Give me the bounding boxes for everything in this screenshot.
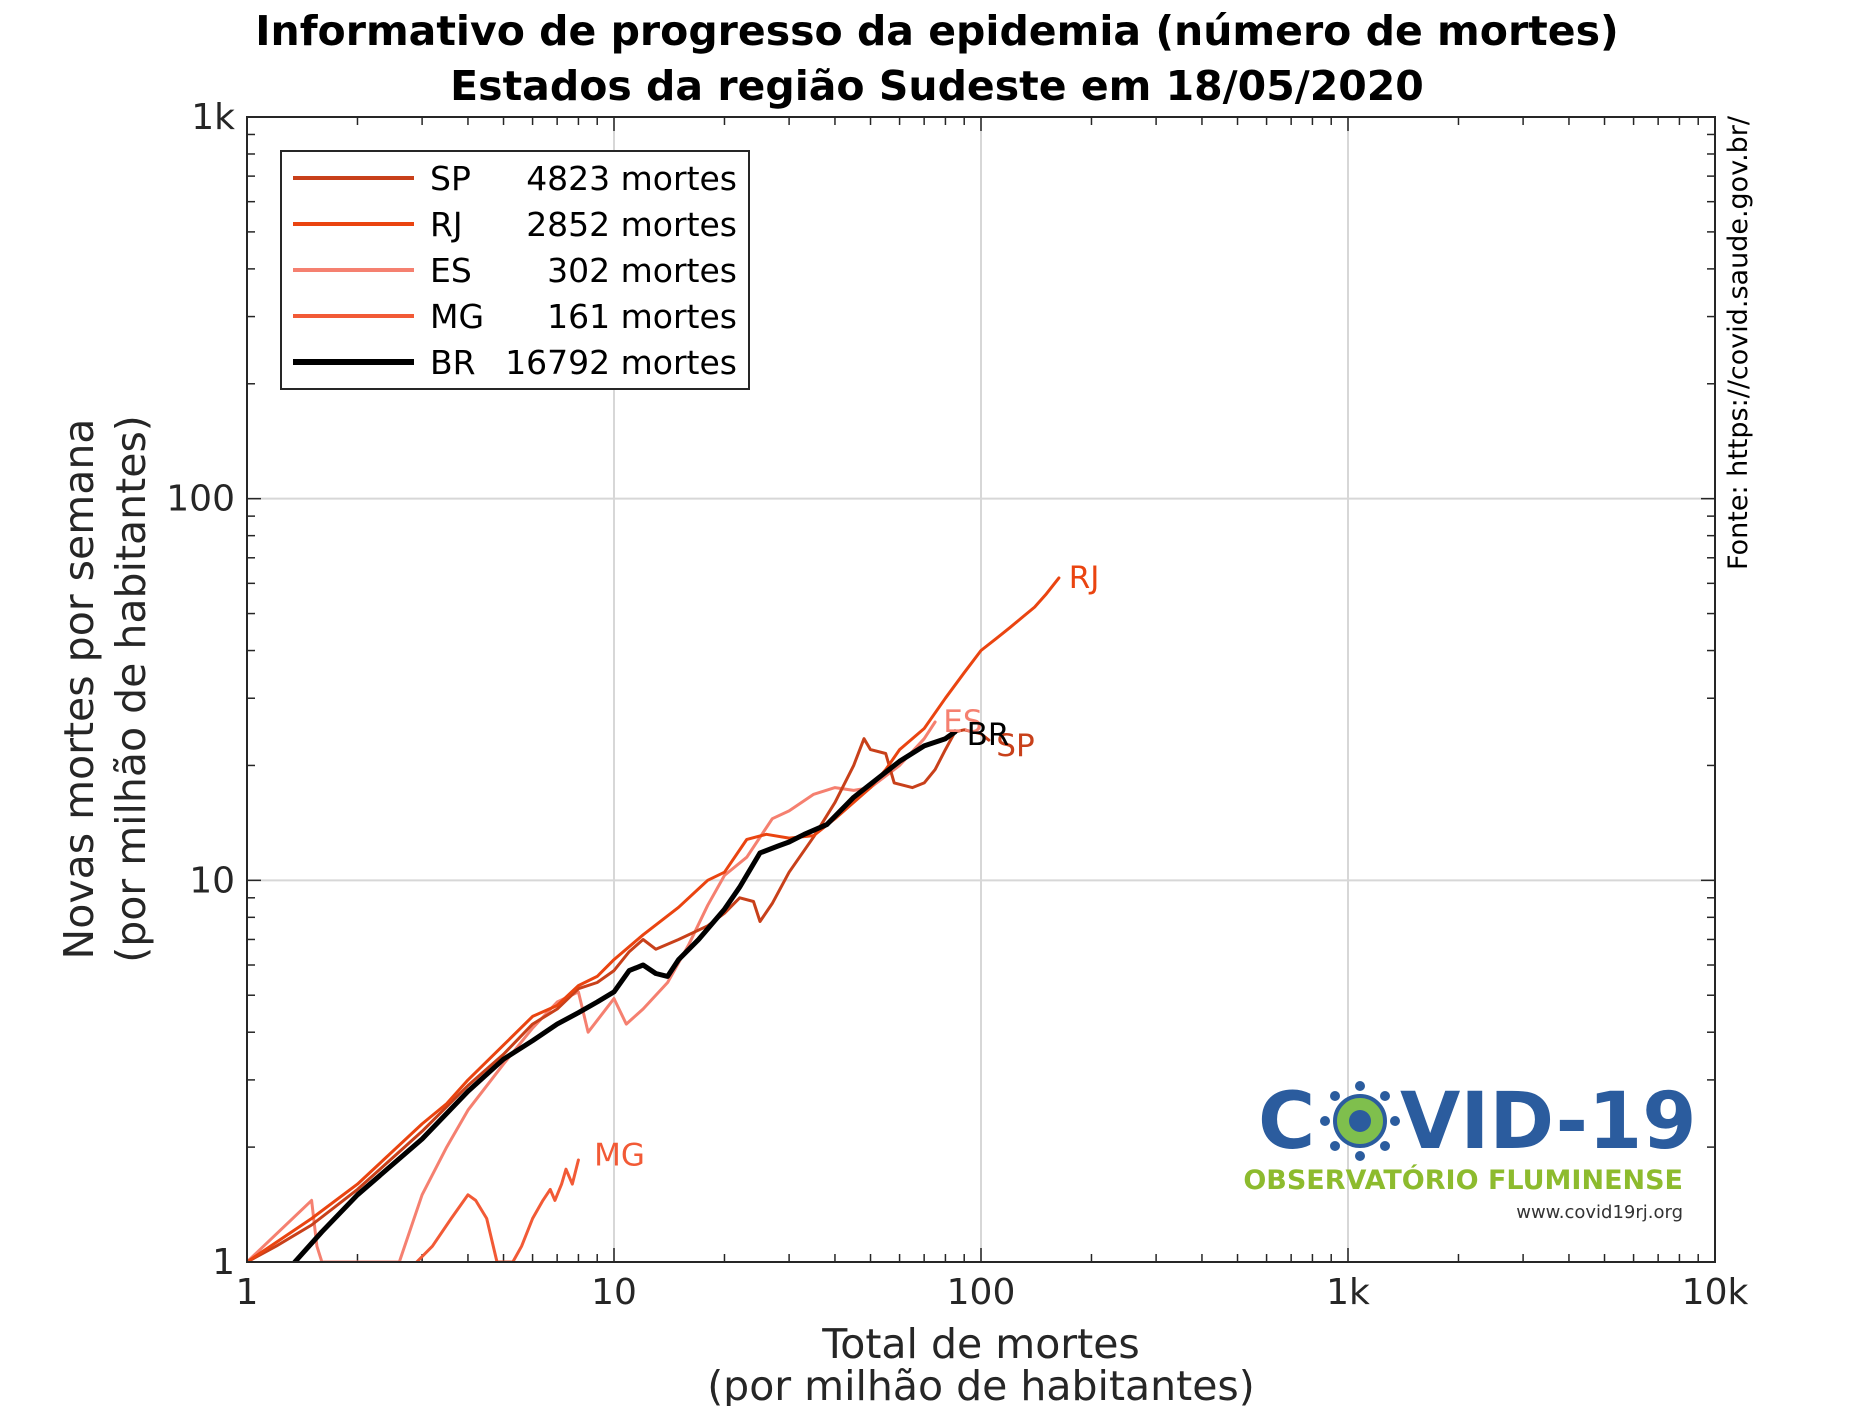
logo-word-right: VID-19 <box>1400 1077 1697 1167</box>
chart-title: Informativo de progresso da epidemia (nú… <box>255 7 1618 55</box>
logo-word-left: C <box>1258 1077 1315 1167</box>
logo-subtitle: OBSERVATÓRIO FLUMINENSE <box>1243 1164 1683 1196</box>
y-tick-label: 1k <box>191 97 235 138</box>
y-tick-label: 100 <box>166 479 235 520</box>
x-axis-label: Total de mortes <box>821 1320 1140 1368</box>
x-tick-label: 10 <box>591 1272 637 1313</box>
series-line-rj <box>247 576 1061 1262</box>
legend: SP 4823 mortes RJ 2852 mortes ES 302 mortes MG… <box>280 150 750 390</box>
legend-name-br: BR <box>430 343 476 382</box>
legend-value-es: 302 mortes <box>547 251 737 290</box>
series-end-label-es: ES <box>943 704 982 740</box>
logo-url: www.covid19rj.org <box>1516 1202 1683 1223</box>
x-tick-label: 100 <box>947 1272 1016 1313</box>
x-axis-label-2: (por milhão de habitantes) <box>707 1362 1255 1406</box>
legend-name-rj: RJ <box>430 205 463 244</box>
legend-name-es: ES <box>430 251 472 290</box>
legend-value-mg: 161 mortes <box>547 297 737 336</box>
series-line-mg <box>415 1158 580 1262</box>
x-tick-label: 10k <box>1682 1272 1749 1313</box>
series-end-label-sp: SP <box>996 728 1034 764</box>
series-line-sp <box>247 728 991 1262</box>
series-end-label-rj: RJ <box>1069 560 1100 596</box>
legend-value-rj: 2852 mortes <box>526 205 737 244</box>
y-tick-labels: 1 10 100 1k <box>166 97 235 1283</box>
x-tick-label: 1k <box>1326 1272 1370 1313</box>
plot-frame <box>246 116 1716 1263</box>
x-tick-labels: 1 10 100 1k 10k <box>236 1272 1749 1313</box>
y-tick-label: 1 <box>212 1242 235 1283</box>
chart-subtitle: Estados da região Sudeste em 18/05/2020 <box>450 62 1424 110</box>
y-axis-label: Novas mortes por semana <box>55 419 103 960</box>
grid <box>247 117 1715 1262</box>
series-end-labels: ES MG SP RJ BR <box>594 560 1099 1174</box>
series-end-label-br: BR <box>967 717 1010 753</box>
series-layer <box>247 576 1061 1262</box>
y-tick-label: 10 <box>189 860 235 901</box>
series-line-br <box>292 729 958 1262</box>
series-line-es <box>247 720 937 1262</box>
covid19-logo: C VID-19 OBSERVATÓRIO FLUMINENSE www.cov… <box>1243 1077 1696 1223</box>
y-axis-label-2: (por milhão de habitantes) <box>107 415 155 963</box>
legend-name-sp: SP <box>430 159 471 198</box>
legend-value-sp: 4823 mortes <box>526 159 737 198</box>
x-tick-label: 1 <box>236 1272 259 1313</box>
legend-name-mg: MG <box>430 297 484 336</box>
legend-value-br: 16792 mortes <box>505 343 737 382</box>
source-note: Fonte: https://covid.saude.gov.br/ <box>1723 115 1754 570</box>
series-end-label-mg: MG <box>594 1138 645 1174</box>
virus-icon <box>1320 1081 1400 1161</box>
